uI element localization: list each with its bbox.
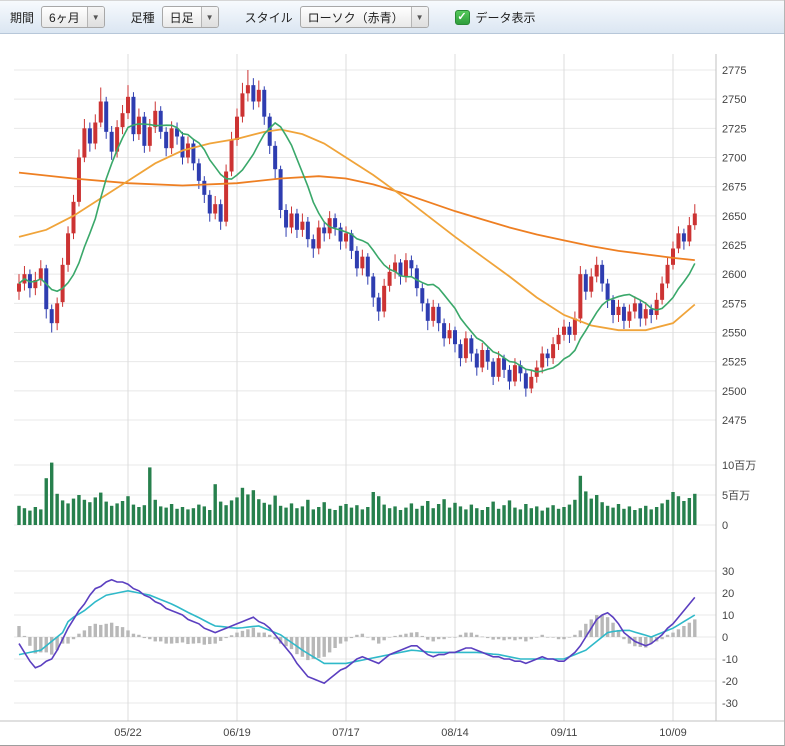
svg-text:-20: -20 xyxy=(722,676,738,688)
oscillator-lines xyxy=(18,578,696,685)
bartype-label: 足種 xyxy=(130,10,155,25)
svg-text:06/19: 06/19 xyxy=(223,727,251,739)
svg-text:2650: 2650 xyxy=(722,211,746,223)
svg-text:-10: -10 xyxy=(722,654,738,666)
checkbox-checked-icon: ✓ xyxy=(454,9,470,25)
period-value: 6ヶ月 xyxy=(49,10,80,25)
svg-text:10/09: 10/09 xyxy=(659,727,687,739)
oscillator-slow-line xyxy=(18,589,696,665)
ma-mid-line xyxy=(18,128,696,332)
period-select[interactable]: 6ヶ月 ▼ xyxy=(41,6,105,28)
svg-text:2550: 2550 xyxy=(722,328,746,340)
svg-text:10: 10 xyxy=(722,610,734,622)
candles xyxy=(17,70,697,397)
svg-text:2750: 2750 xyxy=(722,94,746,106)
svg-text:2525: 2525 xyxy=(722,357,746,369)
style-label: スタイル xyxy=(244,10,293,25)
svg-text:05/22: 05/22 xyxy=(114,727,142,739)
svg-text:2725: 2725 xyxy=(722,123,746,135)
svg-text:2775: 2775 xyxy=(722,65,746,77)
period-group: 期間 6ヶ月 ▼ xyxy=(10,6,105,28)
axis-labels: 2775 2750 2725 2700 2675 2650 2625 2600 2575 2550… xyxy=(114,65,756,739)
ma-long-line xyxy=(18,171,695,262)
oscillator-fast-line xyxy=(18,578,696,685)
svg-text:5百万: 5百万 xyxy=(722,490,750,502)
svg-text:2600: 2600 xyxy=(722,269,746,281)
svg-text:-30: -30 xyxy=(722,698,738,710)
chevron-down-icon: ▼ xyxy=(410,7,428,27)
svg-text:10百万: 10百万 xyxy=(722,460,756,472)
bartype-group: 足種 日足 ▼ xyxy=(131,6,219,28)
chart-svg[interactable]: 2775 2750 2725 2700 2675 2650 2625 2600 2575 2550… xyxy=(0,34,785,744)
svg-text:2575: 2575 xyxy=(722,298,746,310)
chart-area[interactable]: 2775 2750 2725 2700 2675 2650 2625 2600 2575 2550… xyxy=(0,34,785,744)
style-group: スタイル ローソク（赤青） ▼ xyxy=(245,6,429,28)
style-value: ローソク（赤青） xyxy=(307,10,404,25)
svg-text:2500: 2500 xyxy=(722,386,746,398)
svg-text:30: 30 xyxy=(722,566,734,578)
style-select[interactable]: ローソク（赤青） ▼ xyxy=(299,6,429,28)
data-display-toggle[interactable]: ✓ データ表示 xyxy=(454,9,536,26)
svg-text:0: 0 xyxy=(722,520,728,532)
svg-text:20: 20 xyxy=(722,588,734,600)
ma-short-line xyxy=(18,121,696,373)
svg-text:09/11: 09/11 xyxy=(551,727,578,739)
moving-averages xyxy=(18,121,696,373)
svg-text:0: 0 xyxy=(722,632,728,644)
svg-text:2675: 2675 xyxy=(722,182,746,194)
bartype-select[interactable]: 日足 ▼ xyxy=(161,6,219,28)
period-label: 期間 xyxy=(10,10,35,25)
svg-text:2700: 2700 xyxy=(722,153,746,165)
data-display-label: データ表示 xyxy=(475,10,536,25)
volume-bars xyxy=(17,462,697,525)
oscillator-histogram xyxy=(17,615,697,661)
chart-toolbar: 期間 6ヶ月 ▼ 足種 日足 ▼ スタイル ローソク（赤青） ▼ ✓ データ表示 xyxy=(0,0,784,34)
gridlines xyxy=(0,54,784,722)
svg-text:08/14: 08/14 xyxy=(441,727,469,739)
chevron-down-icon: ▼ xyxy=(86,7,104,27)
svg-text:2625: 2625 xyxy=(722,240,746,252)
svg-text:2475: 2475 xyxy=(722,415,746,427)
chevron-down-icon: ▼ xyxy=(200,7,218,27)
bartype-value: 日足 xyxy=(169,10,194,25)
svg-text:07/17: 07/17 xyxy=(332,727,360,739)
